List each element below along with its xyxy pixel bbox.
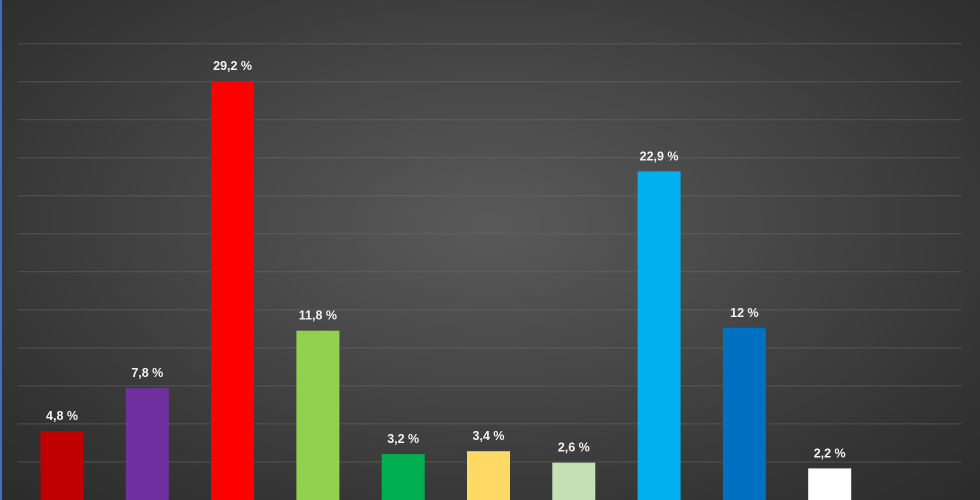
data-label: 3,4 % [473, 429, 505, 443]
bar [552, 462, 596, 500]
data-label: 2,2 % [814, 446, 846, 460]
bar [211, 81, 255, 500]
bars [40, 81, 852, 500]
bar [296, 330, 340, 500]
left-accent-border [0, 0, 2, 500]
data-label: 7,8 % [131, 366, 163, 380]
bar [808, 468, 852, 500]
data-labels: 4,8 % 7,8 % 29,2 % 11,8 % 3,2 % 3,4 % 2,6 % 22,… [46, 59, 846, 460]
data-label: 2,6 % [558, 441, 590, 455]
bar [722, 327, 766, 500]
bar [125, 388, 169, 500]
data-label: 4,8 % [46, 409, 78, 423]
data-label: 22,9 % [640, 149, 679, 163]
data-label: 12 % [730, 306, 759, 320]
gridlines [18, 43, 962, 463]
data-label: 3,2 % [387, 432, 419, 446]
data-label: 11,8 % [299, 309, 337, 323]
bar [467, 451, 510, 500]
data-label: 29,2 % [213, 59, 252, 73]
bar [637, 171, 681, 500]
bar [381, 454, 425, 500]
bar [40, 431, 84, 500]
